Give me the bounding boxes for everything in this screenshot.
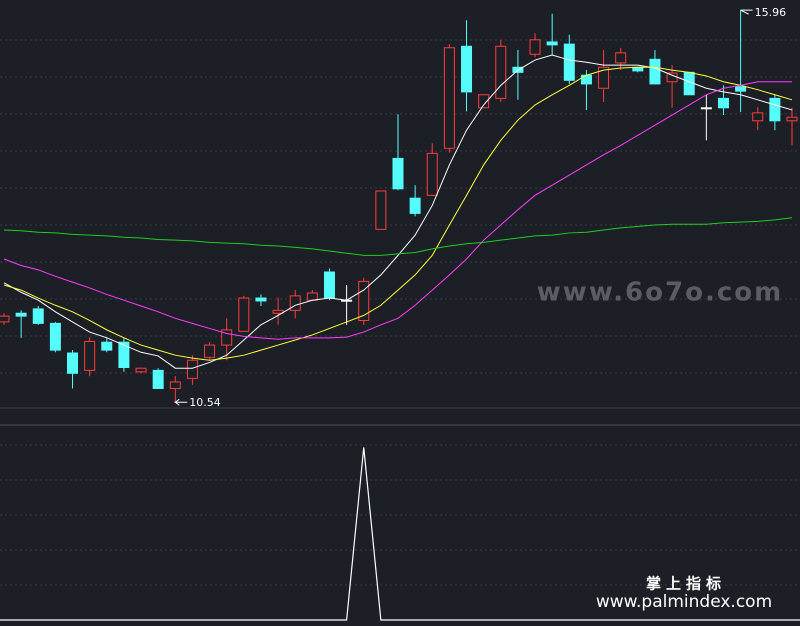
candle-body (375, 190, 387, 230)
candle-body (598, 66, 610, 89)
candle-body (221, 329, 233, 346)
low-label: 10.54 (189, 396, 221, 409)
candle-body (255, 297, 267, 302)
candle-body (392, 157, 404, 190)
candle-body (169, 381, 181, 389)
moving-average (3, 54, 793, 369)
moving-average (3, 217, 793, 256)
candle-body (495, 45, 507, 99)
indicator-line (0, 447, 800, 621)
watermark: www.6o7o.com (537, 278, 783, 308)
candle-body (101, 341, 113, 351)
candle-body (580, 74, 592, 85)
candle-body (306, 292, 318, 301)
candle-body (769, 97, 781, 122)
candle-body (666, 72, 678, 83)
candle-body (752, 112, 764, 122)
candle-body (238, 297, 250, 332)
brand-label: 掌上指标 (646, 575, 726, 593)
candle-body (15, 312, 27, 317)
candle-body (289, 295, 301, 311)
high-pointer (740, 9, 753, 15)
candle-body (563, 43, 575, 81)
candle-body (478, 94, 490, 109)
candle-body (786, 116, 798, 122)
candle-body (135, 367, 147, 373)
candle-body (204, 344, 216, 358)
candle-body (461, 45, 473, 93)
candle-body (67, 352, 79, 374)
candle-body (717, 97, 729, 109)
site-label: www.palmindex.com (596, 592, 772, 612)
candle-body (443, 47, 455, 149)
candle-body (649, 58, 661, 85)
candle-body (84, 340, 96, 371)
candle-body (152, 369, 164, 389)
candle-body (186, 359, 198, 379)
candle-body (32, 308, 44, 324)
candle-body (615, 52, 627, 64)
high-label: 15.96 (755, 6, 787, 19)
candle-body (409, 197, 421, 214)
candle-body (0, 315, 10, 323)
candle-body (272, 309, 284, 314)
moving-average (3, 81, 792, 340)
moving-average (3, 66, 793, 361)
candle-body (49, 322, 61, 351)
candle-body (529, 39, 541, 55)
candle-body (118, 341, 130, 368)
candle-body (426, 152, 438, 196)
candle-body (546, 41, 558, 46)
candle-body (358, 280, 370, 321)
candle-body (323, 271, 335, 299)
candle-body (735, 86, 747, 92)
candle-body (700, 107, 712, 110)
low-pointer (173, 398, 188, 406)
